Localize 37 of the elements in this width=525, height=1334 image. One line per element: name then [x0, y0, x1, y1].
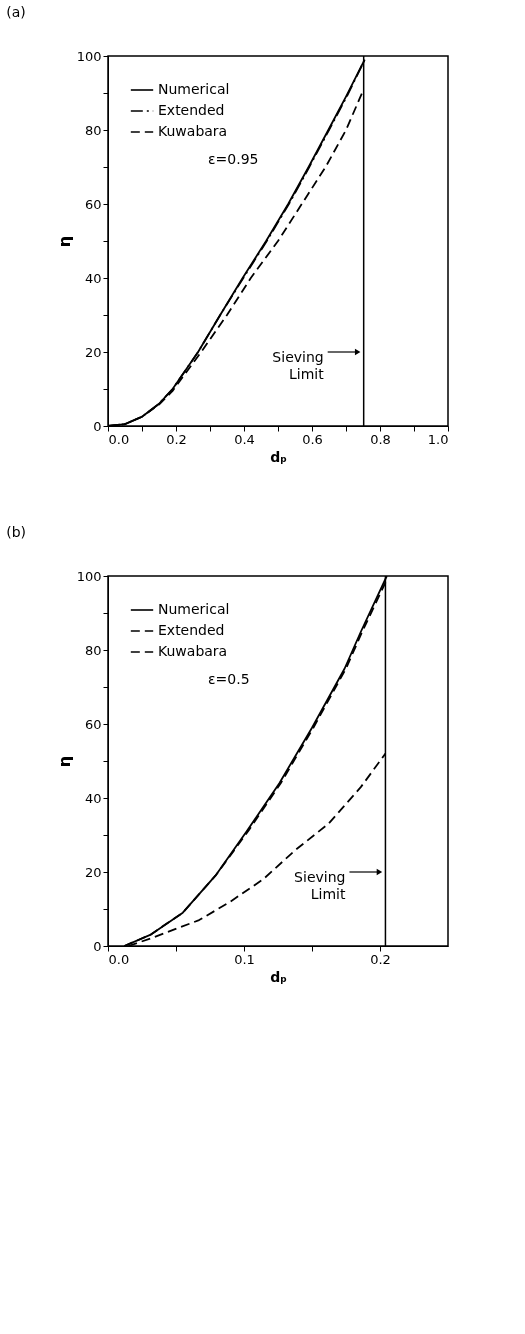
y-tick-label: 100 [76, 568, 102, 584]
x-tick-label: 0.2 [370, 951, 391, 967]
y-tick-label: 80 [84, 122, 102, 138]
y-tick-label: 40 [84, 790, 102, 806]
x-tick-label: 0.0 [108, 951, 130, 967]
y-tick-label: 60 [84, 196, 102, 212]
x-axis-title: dₚ [270, 448, 287, 465]
ref-line-label: Sieving Limit [272, 349, 325, 382]
chart-title: (a) [6, 4, 26, 20]
chart-title: (b) [6, 524, 26, 540]
y-axis-title: η [54, 235, 74, 248]
x-tick-label: 0.1 [234, 951, 255, 967]
x-tick-label: 1.0 [427, 431, 449, 447]
x-tick-label: 0.2 [166, 431, 187, 447]
annotation: ε=0.95 [208, 151, 259, 167]
ref-line-label: Sieving Limit [294, 869, 346, 902]
y-tick-label: 40 [84, 270, 102, 286]
x-tick-label: 0.0 [108, 431, 130, 447]
y-tick-label: 100 [76, 48, 102, 64]
y-tick-label: 20 [84, 344, 102, 360]
annotation: ε=0.5 [208, 671, 250, 687]
x-tick-label: 0.4 [234, 431, 255, 447]
x-axis-title: dₚ [270, 968, 287, 985]
x-tick-label: 0.8 [370, 431, 391, 447]
y-tick-label: 20 [84, 864, 102, 880]
y-tick-label: 0 [93, 938, 102, 954]
legend-label: Extended [158, 102, 225, 118]
legend-label: Numerical [158, 601, 230, 617]
y-tick-label: 60 [84, 716, 102, 732]
y-tick-label: 80 [84, 642, 102, 658]
legend-label: Kuwabara [158, 643, 228, 659]
legend-label: Extended [158, 622, 225, 638]
x-tick-label: 0.6 [302, 431, 323, 447]
legend-label: Numerical [158, 81, 230, 97]
legend-label: Kuwabara [158, 123, 228, 139]
y-axis-title: η [54, 755, 74, 768]
y-tick-label: 0 [93, 418, 102, 434]
